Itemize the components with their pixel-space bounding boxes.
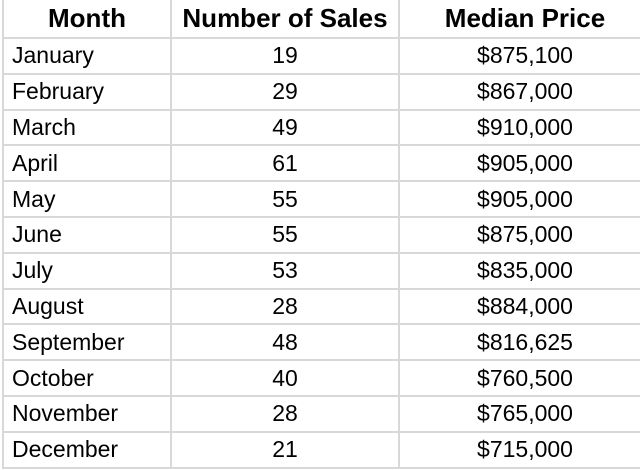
cell-month: August [2,287,172,326]
table-row: June 55 $875,000 [2,215,640,254]
table-body: January 19 $875,100 February 29 $867,000 March… [2,37,640,469]
cell-month: December [2,430,172,469]
cell-month: May [2,180,172,218]
table-row: March 49 $910,000 [2,108,640,147]
cell-month: March [2,108,172,147]
cell-month: July [2,251,172,290]
cell-median-price: $765,000 [398,394,640,433]
cell-median-price: $875,000 [398,215,640,254]
cell-median-price: $875,100 [398,37,640,75]
cell-month: February [2,72,172,111]
cell-month: October [2,359,172,397]
cell-median-price: $884,000 [398,287,640,326]
cell-median-price: $816,625 [398,323,640,362]
cell-number-of-sales: 28 [170,287,400,326]
cell-number-of-sales: 48 [170,323,400,362]
cell-number-of-sales: 61 [170,144,400,183]
cell-month: January [2,37,172,75]
cell-median-price: $905,000 [398,180,640,218]
cell-number-of-sales: 19 [170,37,400,75]
cell-number-of-sales: 28 [170,394,400,433]
table-row: July 53 $835,000 [2,251,640,290]
table-row: November 28 $765,000 [2,394,640,433]
table-row: February 29 $867,000 [2,72,640,111]
table-header-row: Month Number of Sales Median Price [2,0,640,39]
cell-number-of-sales: 55 [170,180,400,218]
cell-median-price: $867,000 [398,72,640,111]
cell-number-of-sales: 40 [170,359,400,397]
cell-month: September [2,323,172,362]
cell-number-of-sales: 53 [170,251,400,290]
cell-month: June [2,215,172,254]
table-row: September 48 $816,625 [2,323,640,362]
cell-median-price: $760,500 [398,359,640,397]
table-row: December 21 $715,000 [2,430,640,469]
column-header-median-price: Median Price [398,0,640,39]
cell-median-price: $910,000 [398,108,640,147]
cell-number-of-sales: 21 [170,430,400,469]
cell-median-price: $715,000 [398,430,640,469]
cell-median-price: $905,000 [398,144,640,183]
cell-number-of-sales: 49 [170,108,400,147]
cell-month: November [2,394,172,433]
table-row: October 40 $760,500 [2,359,640,397]
table-row: January 19 $875,100 [2,37,640,75]
column-header-month: Month [2,0,172,39]
cell-number-of-sales: 29 [170,72,400,111]
column-header-number-of-sales: Number of Sales [170,0,400,39]
cell-number-of-sales: 55 [170,215,400,254]
cell-median-price: $835,000 [398,251,640,290]
table-row: May 55 $905,000 [2,180,640,218]
table-row: August 28 $884,000 [2,287,640,326]
table-row: April 61 $905,000 [2,144,640,183]
cell-month: April [2,144,172,183]
